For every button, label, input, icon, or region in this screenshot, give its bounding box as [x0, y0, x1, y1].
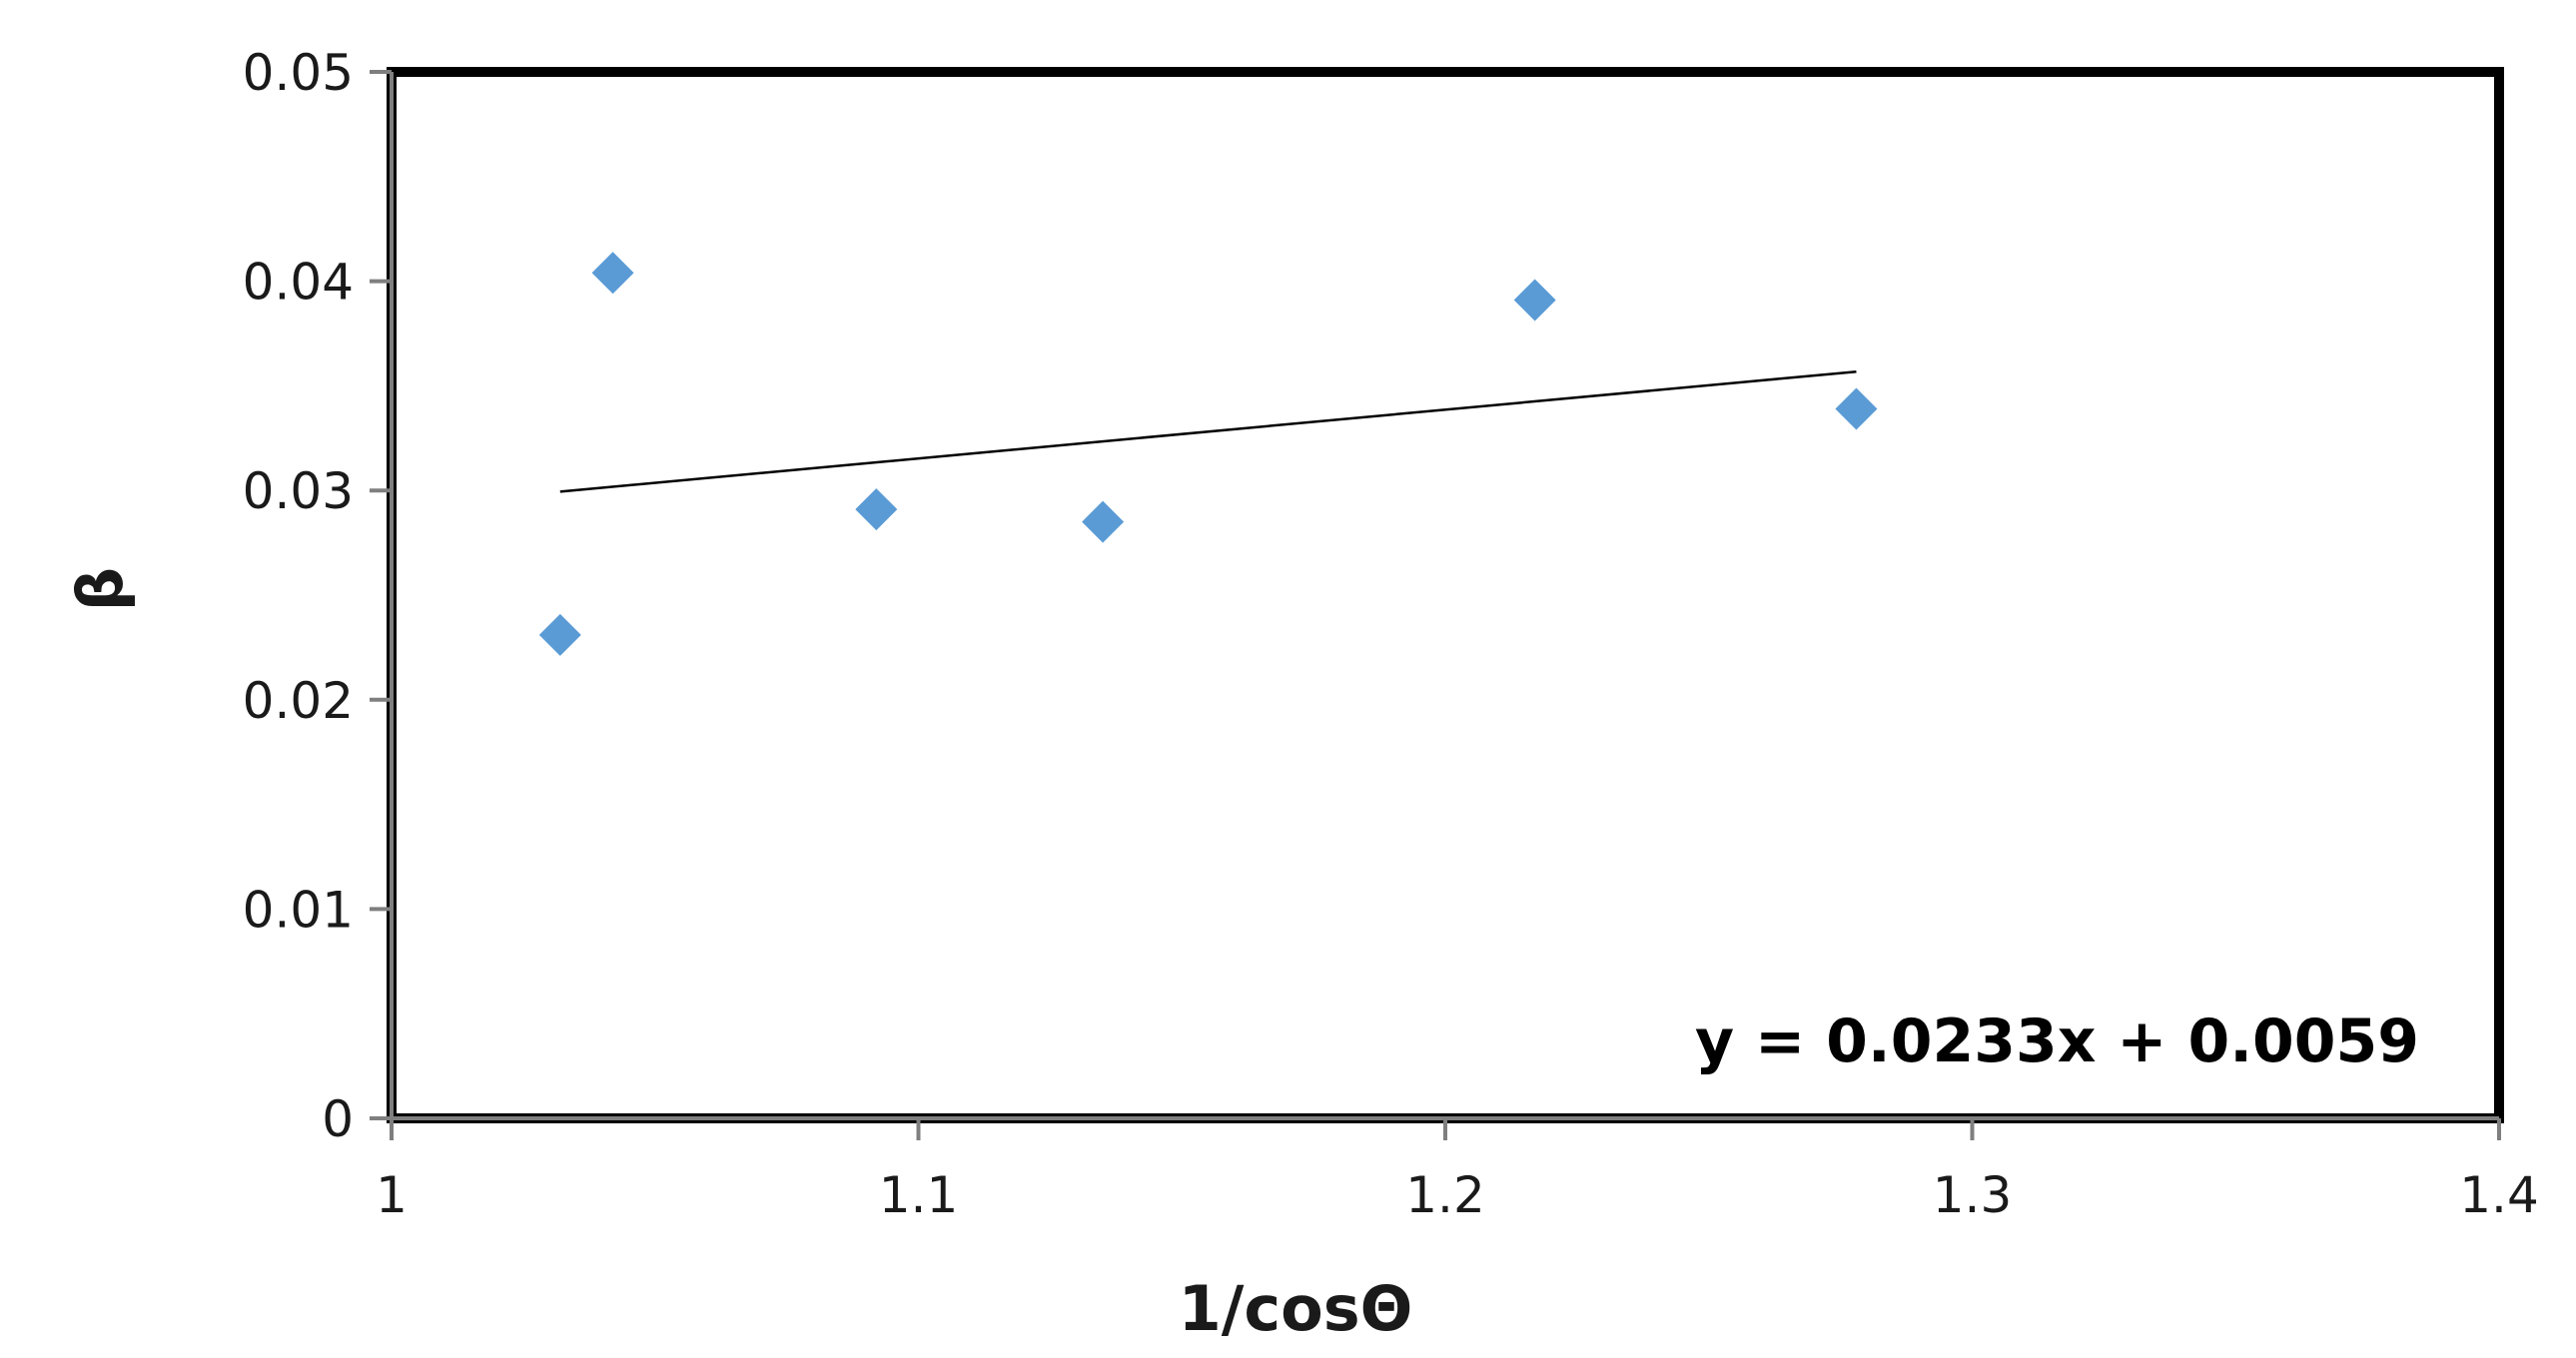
- linear-trendline: [559, 369, 1857, 493]
- x-tick-label: 1.3: [1933, 1166, 2013, 1224]
- x-tick-label: 1: [376, 1166, 408, 1224]
- y-tick-label: 0.04: [243, 254, 354, 312]
- data-point-diamond: [1082, 500, 1125, 543]
- plot-area-frame: [387, 67, 2504, 1123]
- x-axis-title: 1/cosΘ: [1179, 1272, 1413, 1345]
- x-tick-label: 1.2: [1405, 1166, 1485, 1224]
- data-point-diamond: [538, 613, 581, 656]
- y-tick-label: 0.01: [243, 881, 354, 939]
- y-tick-label: 0: [322, 1090, 354, 1148]
- data-points-group: [538, 252, 1878, 656]
- y-tick-label: 0.03: [243, 462, 354, 520]
- data-point-diamond: [591, 252, 634, 295]
- data-point-diamond: [1835, 387, 1878, 430]
- data-point-diamond: [1513, 279, 1556, 322]
- data-point-diamond: [855, 488, 898, 531]
- y-tick-label: 0.05: [243, 44, 354, 102]
- x-tick-label: 1.1: [879, 1166, 959, 1224]
- trendline-group: [559, 369, 1857, 493]
- y-axis-ticks: 0 0.01 0.02 0.03 0.04 0.05: [243, 44, 392, 1148]
- y-tick-label: 0.02: [243, 672, 354, 730]
- y-axis-title: β: [64, 567, 137, 611]
- x-axis-ticks: 1 1.1 1.2 1.3 1.4: [376, 1118, 2539, 1224]
- trendline-equation: y = 0.0233x + 0.0059: [1695, 1007, 2419, 1076]
- x-tick-label: 1.4: [2459, 1166, 2539, 1224]
